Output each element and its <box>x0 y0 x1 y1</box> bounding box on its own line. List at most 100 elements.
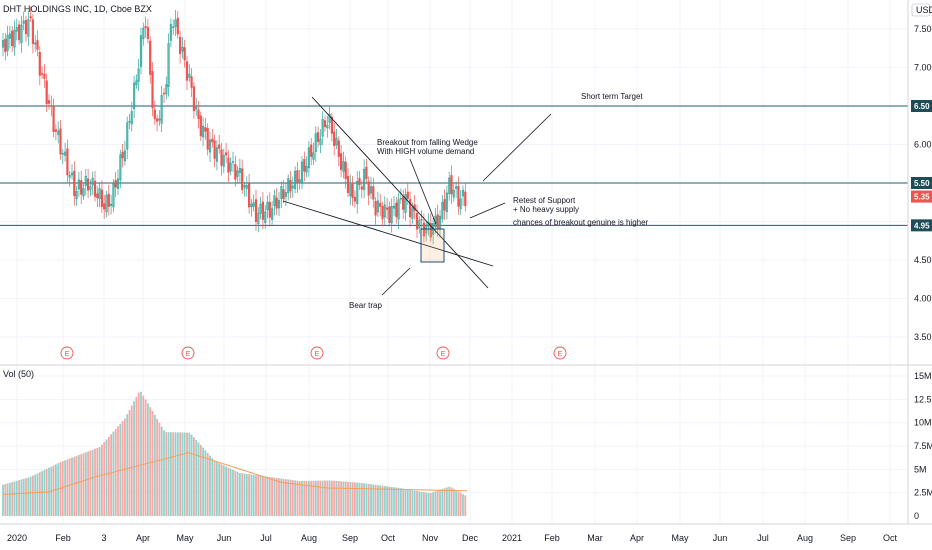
time-tick-label: May <box>671 533 689 543</box>
volume-bar <box>61 461 64 516</box>
volume-bar <box>105 439 108 516</box>
volume-bar <box>199 445 202 516</box>
volume-bar <box>395 487 398 516</box>
volume-bar <box>71 457 73 516</box>
volume-bar <box>181 432 184 516</box>
time-tick-label: Aug <box>301 533 317 543</box>
volume-bar <box>423 492 425 516</box>
candle-body <box>351 182 354 198</box>
time-tick-label: Jun <box>217 533 232 543</box>
volume-bar <box>347 481 349 516</box>
annotation-breakout: Breakout from falling Wedge <box>377 138 478 147</box>
volume-bar <box>170 432 172 516</box>
volume-bar <box>110 434 112 516</box>
trend-drawings <box>282 96 552 296</box>
volume-bar <box>397 487 400 516</box>
chart-title: DHT HOLDINGS INC, 1D, Cboe BZX <box>3 4 152 14</box>
volume-bar <box>59 462 62 516</box>
volume-bar <box>439 489 441 516</box>
volume-bar <box>82 453 85 516</box>
volume-bar <box>29 476 32 516</box>
support-resistance-levels <box>0 105 908 226</box>
candle-body <box>50 105 53 107</box>
candle-body <box>156 118 159 122</box>
volume-bar <box>6 483 9 516</box>
volume-bar <box>84 452 87 516</box>
time-tick-label: Jul <box>757 533 769 543</box>
candle-body <box>374 201 377 216</box>
earnings-marker[interactable]: E <box>436 346 450 360</box>
candle-body <box>411 207 414 219</box>
candle-body <box>264 211 267 223</box>
volume-bar <box>264 476 267 516</box>
candle-body <box>73 170 76 197</box>
volume-bar <box>32 475 34 516</box>
volume-bar <box>243 473 246 516</box>
candle-body <box>388 206 391 223</box>
volume-bar <box>383 486 386 516</box>
candle-body <box>298 179 301 183</box>
candle-body <box>206 128 209 150</box>
candle-body <box>213 140 216 159</box>
candle-body <box>454 186 458 189</box>
volume-bar <box>413 490 416 516</box>
candle-body <box>245 185 248 189</box>
annotation-target: Short term Target <box>581 92 643 101</box>
candle-body <box>61 153 64 155</box>
volume-bar <box>227 467 230 516</box>
currency-badge[interactable]: USD <box>916 5 932 15</box>
candle-body <box>87 178 90 191</box>
candle-body <box>238 167 242 173</box>
volume-bar <box>241 473 244 516</box>
candle-body <box>103 203 106 210</box>
earnings-marker[interactable]: E <box>553 346 567 360</box>
earnings-marker[interactable]: E <box>310 346 324 360</box>
volume-ma-line <box>2 452 468 495</box>
earnings-marker[interactable]: E <box>181 346 195 360</box>
candle-body <box>114 180 117 188</box>
candle-body <box>441 202 444 220</box>
time-tick-label: Dec <box>462 533 479 543</box>
time-tick-label: 3 <box>101 533 106 543</box>
candle-body <box>385 207 389 210</box>
volume-bar <box>45 468 48 516</box>
candle-body <box>293 170 297 189</box>
volume-bar <box>140 391 142 516</box>
candle-body <box>8 33 11 39</box>
candle-body <box>438 215 442 229</box>
candle-body <box>59 128 62 155</box>
candle-body <box>353 196 357 202</box>
candle-body <box>70 172 74 176</box>
volume-bar <box>160 426 163 516</box>
candle-body <box>390 206 393 224</box>
candle-body <box>321 119 324 137</box>
annotation-volume: With HIGH volume demand <box>377 147 474 156</box>
earnings-marker[interactable]: E <box>60 346 74 360</box>
candle-body <box>231 161 235 163</box>
candle-body <box>289 179 292 192</box>
volume-bar <box>13 481 16 516</box>
candle-body <box>188 73 191 78</box>
volume-bar <box>64 460 66 516</box>
volume-bar <box>229 468 232 516</box>
volume-bar <box>333 480 336 516</box>
volume-bar <box>298 481 301 516</box>
volume-bar <box>416 491 418 516</box>
volume-bar <box>259 475 262 516</box>
candle-body <box>236 170 239 177</box>
volume-bar <box>179 432 181 516</box>
volume-bar <box>402 488 405 516</box>
time-tick-label: Oct <box>381 533 396 543</box>
candle-body <box>100 189 103 207</box>
volume-bar <box>25 478 27 516</box>
volume-bar <box>452 488 455 516</box>
volume-bar <box>450 487 453 516</box>
candle-body <box>261 201 265 220</box>
candle-body <box>461 189 465 197</box>
volume-bar <box>250 474 253 516</box>
candle-body <box>84 175 87 186</box>
volume-bar <box>388 486 391 516</box>
volume-bar <box>112 431 115 516</box>
volume-bar <box>38 472 41 516</box>
candle-body <box>399 198 403 200</box>
